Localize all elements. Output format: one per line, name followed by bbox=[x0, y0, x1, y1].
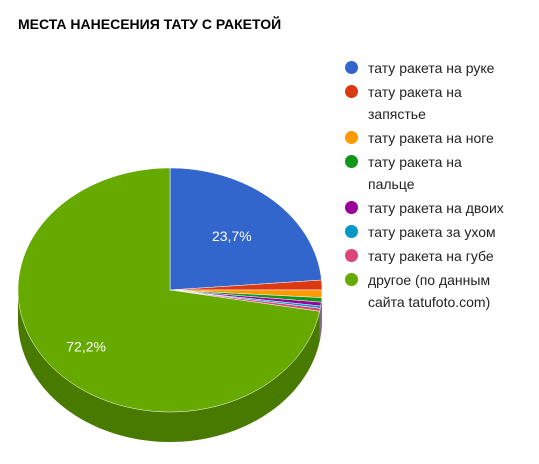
legend-label: тату ракета на двоих bbox=[368, 200, 504, 216]
legend-swatch bbox=[345, 249, 358, 262]
legend-item: тату ракета на двоих bbox=[345, 197, 525, 219]
legend-swatch bbox=[345, 273, 358, 286]
slice bbox=[169, 167, 322, 291]
legend-swatch bbox=[345, 201, 358, 214]
legend-swatch bbox=[345, 131, 358, 144]
legend-item: другое (по данным сайта tatufoto.com) bbox=[345, 269, 525, 313]
data-label: 23,7% bbox=[212, 228, 252, 244]
legend-label: тату ракета на ноге bbox=[368, 130, 494, 146]
legend-label: тату ракета на руке bbox=[368, 60, 495, 76]
legend-label: тату ракета за ухом bbox=[368, 224, 496, 240]
legend-swatch bbox=[345, 155, 358, 168]
data-label: 72,2% bbox=[66, 338, 106, 354]
legend-swatch bbox=[345, 225, 358, 238]
legend-swatch bbox=[345, 61, 358, 74]
legend-label: тату ракета на запястье bbox=[368, 84, 462, 122]
legend: тату ракета на руке тату ракета на запяст… bbox=[345, 57, 525, 315]
legend-item: тату ракета на руке bbox=[345, 57, 525, 79]
slice-side bbox=[319, 308, 321, 342]
slice-side bbox=[18, 290, 320, 442]
legend-item: тату ракета за ухом bbox=[345, 221, 525, 243]
legend-item: тату ракета на пальце bbox=[345, 151, 525, 195]
legend-item: тату ракета на ноге bbox=[345, 127, 525, 149]
slice bbox=[17, 167, 320, 413]
legend-item: тату ракета на губе bbox=[345, 245, 525, 267]
legend-label: другое (по данным сайта tatufoto.com) bbox=[368, 272, 491, 310]
chart-title: МЕСТА НАНЕСЕНИЯ ТАТУ С РАКЕТОЙ bbox=[18, 15, 281, 32]
legend-item: тату ракета на запястье bbox=[345, 81, 525, 125]
slice-side bbox=[320, 302, 322, 337]
legend-label: тату ракета на пальце bbox=[368, 154, 462, 192]
legend-swatch bbox=[345, 85, 358, 98]
legend-label: тату ракета на губе bbox=[368, 248, 494, 264]
